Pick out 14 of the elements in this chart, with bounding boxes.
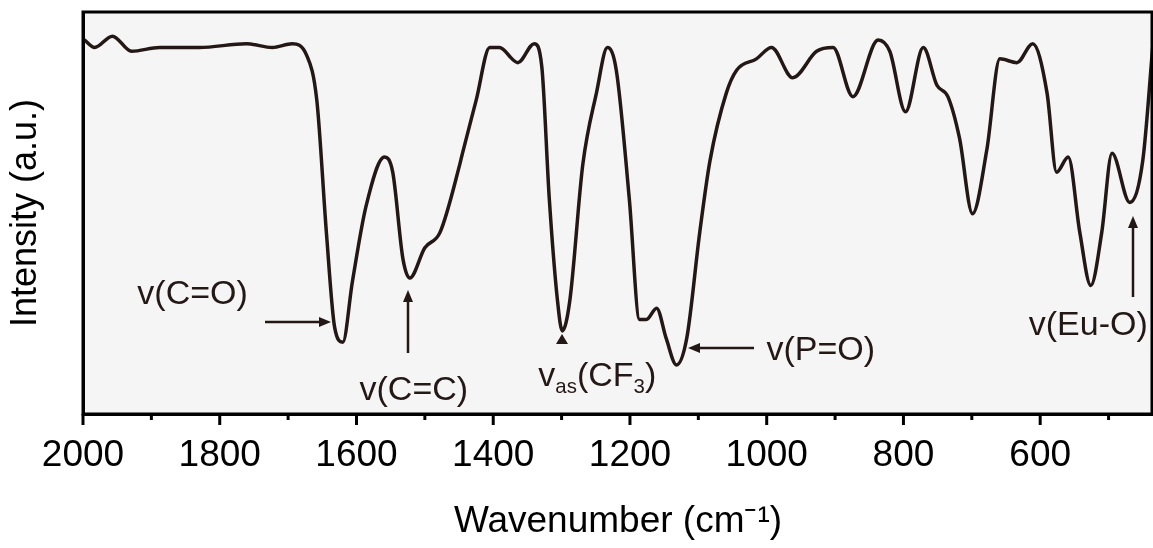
- x-tick-label: 1200: [588, 433, 672, 475]
- x-tick-label: 800: [872, 433, 935, 475]
- annotation: v(C=C): [359, 368, 469, 407]
- x-tick-label: 600: [1009, 433, 1072, 475]
- x-tick-label: 1800: [178, 433, 261, 475]
- x-tick-label: 1000: [725, 433, 808, 475]
- y-axis-title: Intensity (a.u.): [2, 98, 44, 328]
- annotation: v(P=O): [766, 328, 876, 367]
- x-tick-label: 1400: [452, 433, 535, 475]
- x-axis-title: Wavenumber (cm⁻¹): [453, 499, 783, 540]
- annotation: v(C=O): [137, 273, 248, 312]
- annotation: v(Eu-O): [1028, 304, 1148, 343]
- x-tick-label: 1600: [315, 433, 398, 475]
- x-tick-label: 2000: [41, 433, 125, 475]
